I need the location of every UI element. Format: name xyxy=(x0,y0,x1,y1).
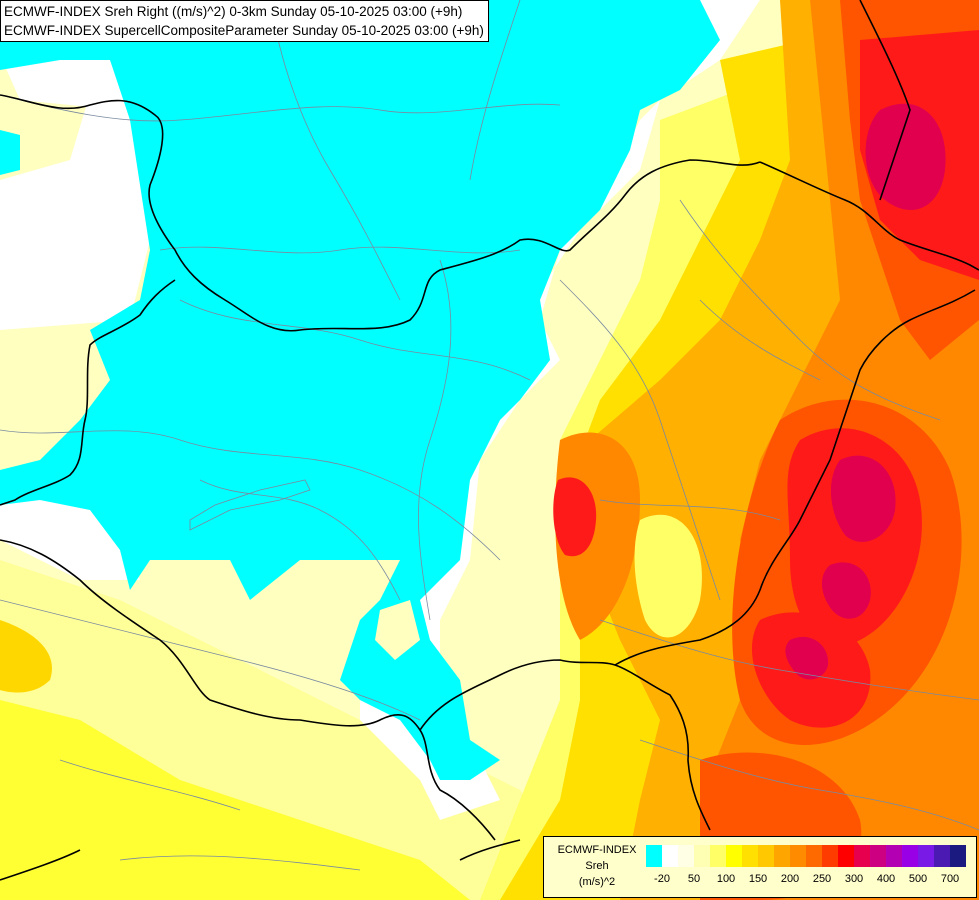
legend-swatch xyxy=(886,845,902,867)
legend-swatch xyxy=(678,845,694,867)
country-borders xyxy=(0,0,979,881)
legend-tick-label: 150 xyxy=(748,873,768,885)
color-legend: ECMWF-INDEX Sreh (m/s)^2 -20 50 100 150 200 2… xyxy=(543,836,977,898)
legend-swatch xyxy=(662,845,678,867)
white-band-center xyxy=(360,0,760,820)
legend-swatch xyxy=(918,845,934,867)
legend-unit: (m/s)^2 xyxy=(578,876,616,888)
sreh-zone-crimson-se xyxy=(785,636,829,680)
legend-swatch xyxy=(710,845,726,867)
legend-swatch xyxy=(694,845,710,867)
river-network xyxy=(0,0,979,871)
legend-source: ECMWF-INDEX xyxy=(557,844,637,856)
legend-ticks: -20 50 100 150 200 250 300 400 500 700 xyxy=(646,873,976,889)
legend-swatch xyxy=(758,845,774,867)
legend-tick-label: 500 xyxy=(908,873,928,885)
legend-variable: Sreh xyxy=(585,860,609,872)
legend-swatch xyxy=(950,845,966,867)
legend-swatch xyxy=(646,845,662,867)
sreh-zone-cyan xyxy=(0,0,720,780)
legend-swatch xyxy=(806,845,822,867)
sreh-zone-yellow-c xyxy=(634,514,702,638)
legend-tick-label: 300 xyxy=(844,873,864,885)
legend-swatch xyxy=(726,845,742,867)
sreh-zone-crimson-e2 xyxy=(821,562,871,619)
sreh-zone-red-c xyxy=(553,477,597,557)
legend-color-bar xyxy=(646,845,966,867)
legend-swatch xyxy=(742,845,758,867)
legend-tick-label: 100 xyxy=(716,873,736,885)
legend-swatch xyxy=(870,845,886,867)
legend-tick-label: 400 xyxy=(876,873,896,885)
sreh-hole-center xyxy=(375,600,420,660)
sreh-zone-cyan-small xyxy=(0,130,20,175)
legend-swatch xyxy=(838,845,854,867)
legend-swatch xyxy=(934,845,950,867)
legend-swatch xyxy=(790,845,806,867)
legend-swatch xyxy=(822,845,838,867)
sreh-zone-crimson-e1 xyxy=(830,455,896,542)
legend-tick-label: 250 xyxy=(812,873,832,885)
legend-swatch xyxy=(854,845,870,867)
legend-tick-label: -20 xyxy=(654,873,670,885)
sreh-zone-yellow-s xyxy=(0,700,470,900)
map-title-line-1: ECMWF-INDEX Sreh Right ((m/s)^2) 0-3km S… xyxy=(4,4,463,19)
white-band-w xyxy=(0,60,160,330)
legend-tick-label: 50 xyxy=(687,873,701,885)
legend-swatch xyxy=(774,845,790,867)
legend-tick-label: 700 xyxy=(940,873,960,885)
sreh-zone-gold-w xyxy=(0,620,52,693)
legend-swatch xyxy=(902,845,918,867)
map-title-line-2: ECMWF-INDEX SupercellCompositeParameter … xyxy=(4,23,484,38)
map-title-box: ECMWF-INDEX Sreh Right ((m/s)^2) 0-3km S… xyxy=(0,0,489,42)
legend-tick-label: 200 xyxy=(780,873,800,885)
